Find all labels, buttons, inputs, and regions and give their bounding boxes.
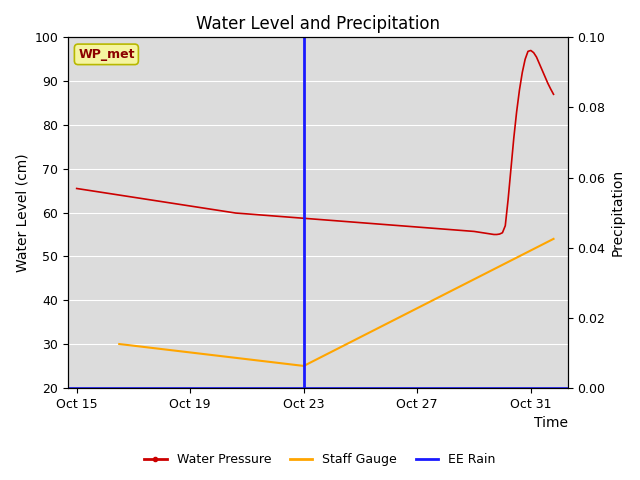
- Water Pressure: [493, 232, 500, 238]
- Line: Water Pressure: Water Pressure: [77, 50, 554, 235]
- Text: Time: Time: [534, 416, 568, 430]
- Water Pressure: [351, 219, 358, 225]
- Title: Water Level and Precipitation: Water Level and Precipitation: [196, 15, 440, 33]
- Water Pressure: [73, 186, 81, 192]
- Text: WP_met: WP_met: [78, 48, 134, 61]
- Y-axis label: Precipitation: Precipitation: [611, 169, 625, 256]
- Water Pressure: [527, 48, 534, 53]
- Staff Gauge: [300, 363, 308, 369]
- Staff Gauge: [550, 236, 557, 242]
- Legend: Water Pressure, Staff Gauge, EE Rain: Water Pressure, Staff Gauge, EE Rain: [139, 448, 501, 471]
- Y-axis label: Water Level (cm): Water Level (cm): [15, 153, 29, 272]
- Water Pressure: [204, 206, 211, 212]
- Staff Gauge: [115, 341, 123, 347]
- Water Pressure: [220, 208, 228, 214]
- Water Pressure: [550, 91, 557, 97]
- Water Pressure: [368, 221, 376, 227]
- Water Pressure: [490, 232, 498, 238]
- Water Pressure: [243, 211, 251, 217]
- Line: Staff Gauge: Staff Gauge: [119, 239, 554, 366]
